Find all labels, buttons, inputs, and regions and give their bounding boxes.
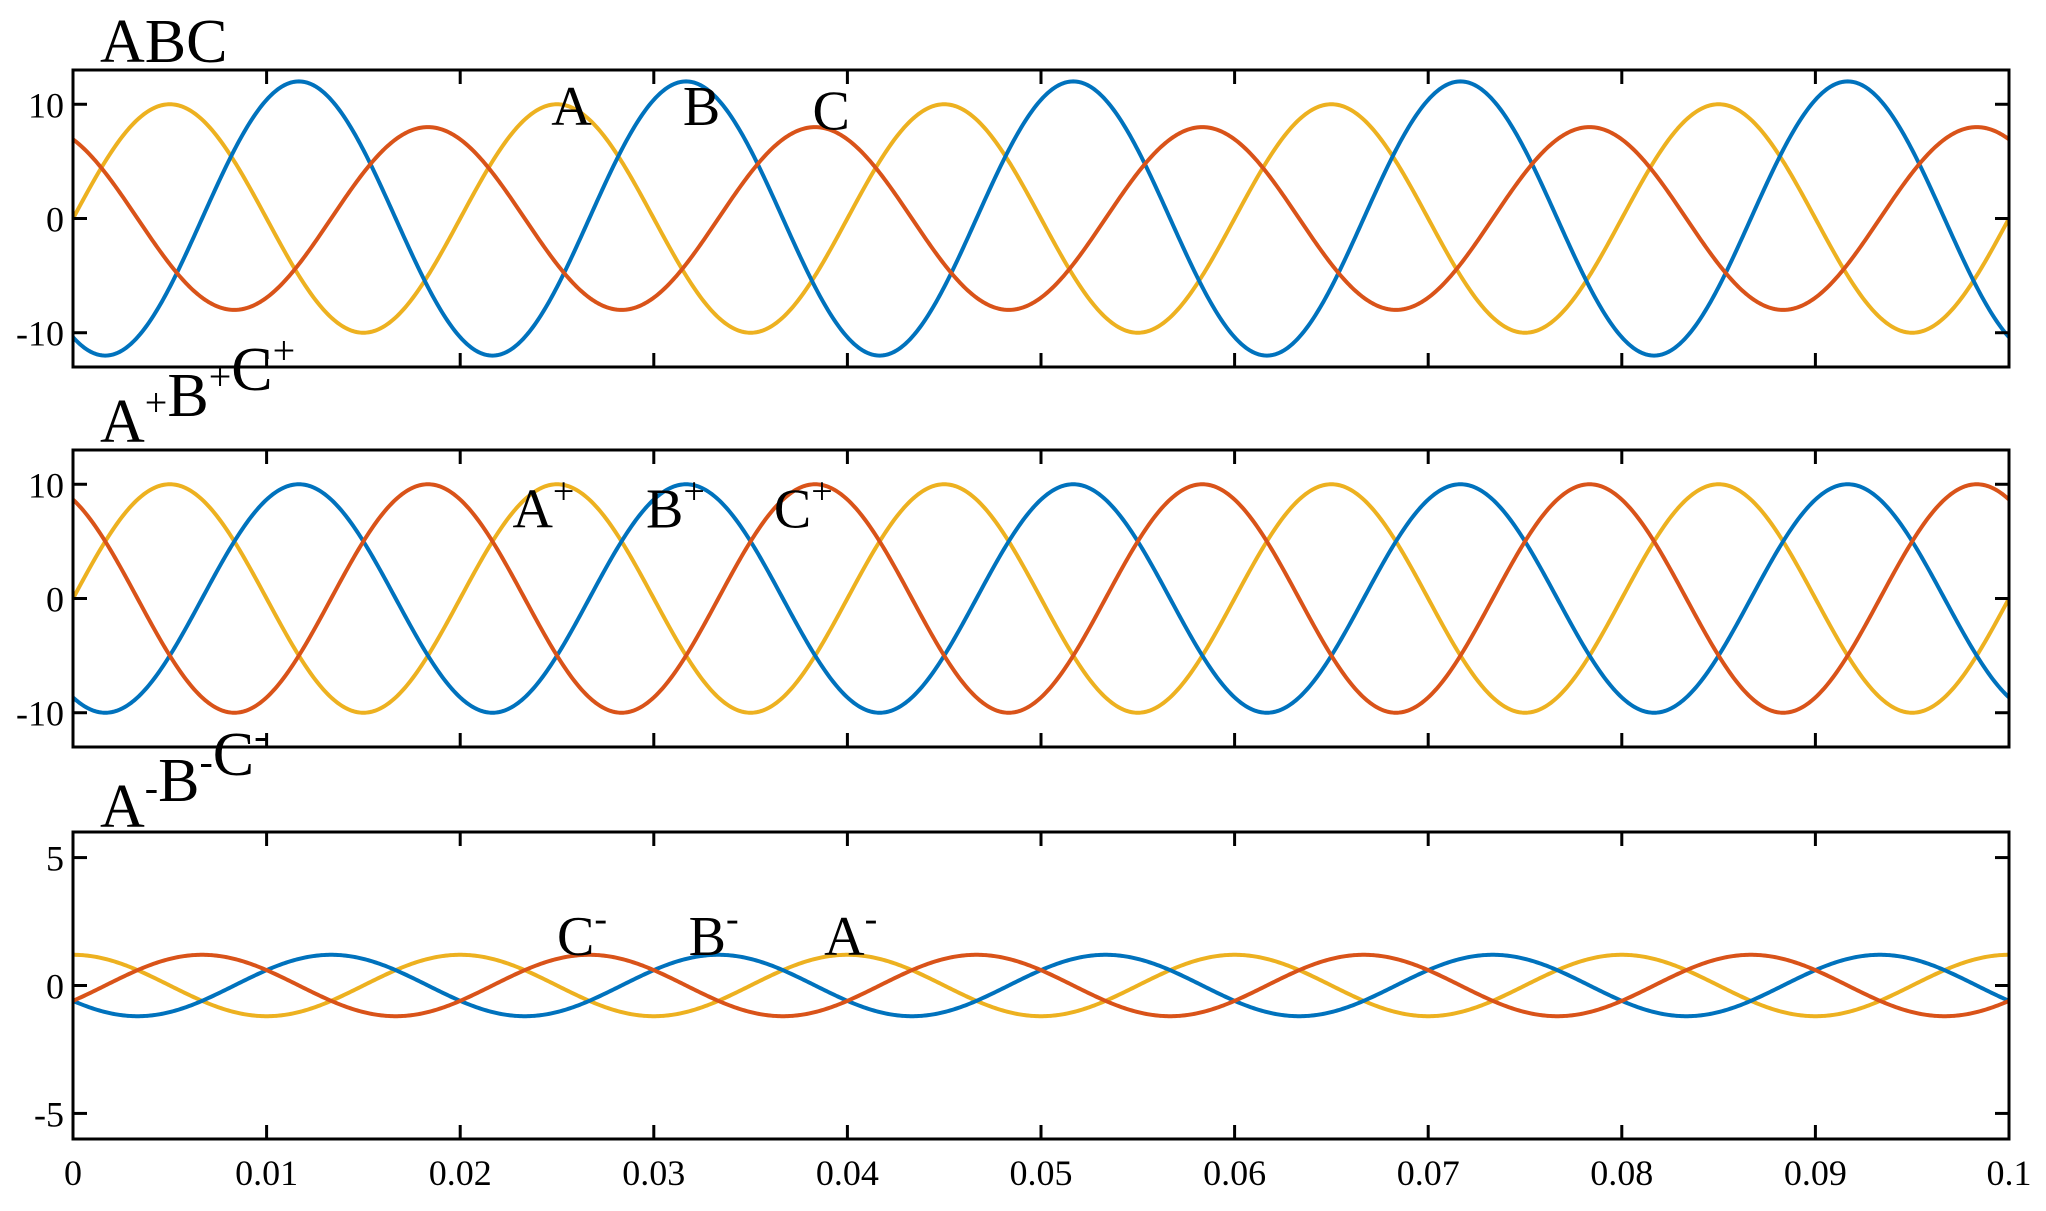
- panel-title: A-B-C-: [100, 713, 267, 841]
- curve-label-a-pos: A+: [512, 471, 574, 541]
- curve-label-b-neg: B-: [689, 898, 739, 968]
- x-tick-label: 0.09: [1784, 1153, 1847, 1193]
- y-tick-label: 10: [28, 465, 64, 505]
- curve-label-a: A: [551, 76, 592, 138]
- curve-label-c-neg: C-: [557, 898, 607, 968]
- y-tick-label: -5: [34, 1094, 64, 1134]
- x-tick-label: 0.04: [816, 1153, 879, 1193]
- x-tick-label: 0.03: [622, 1153, 685, 1193]
- y-tick-label: 0: [46, 967, 64, 1007]
- curve-label-a-neg: A-: [824, 898, 877, 968]
- curve-label-c-pos: C+: [774, 471, 833, 541]
- panel-title: A+B+C+: [100, 328, 295, 456]
- series-b-line-1: [73, 482, 2009, 715]
- x-tick-label: 0.1: [1987, 1153, 2032, 1193]
- y-tick-label: -10: [16, 694, 64, 734]
- panel-2-curves: [73, 952, 2009, 1019]
- series-a-line-2: [73, 952, 2009, 1019]
- panel-title: ABC: [100, 8, 228, 76]
- curve-label-b-pos: B+: [646, 471, 705, 541]
- x-tick-label: 0.02: [429, 1153, 492, 1193]
- x-tick-label: 0.07: [1397, 1153, 1460, 1193]
- series-c-line-1: [73, 482, 2009, 715]
- y-tick-label: 10: [28, 85, 64, 125]
- x-tick-label: 0.06: [1203, 1153, 1266, 1193]
- series-c-line-2: [73, 952, 2009, 1019]
- panel-0-curves: [73, 79, 2009, 358]
- x-tick-label: 0: [64, 1153, 82, 1193]
- y-tick-label: 0: [46, 200, 64, 240]
- curve-label-b: B: [683, 76, 720, 138]
- x-tick-label: 0.01: [235, 1153, 298, 1193]
- series-c-line-0: [73, 125, 2009, 312]
- y-tick-label: -10: [16, 314, 64, 354]
- series-b-line-0: [73, 79, 2009, 358]
- panel-2: 0 0.01 0.02 0.03 0.04 0.05 0.06 0.07 0.08 0.09 0.1…: [34, 713, 2032, 1193]
- x-tick-label: 0.08: [1590, 1153, 1653, 1193]
- curve-label-c: C: [813, 80, 850, 142]
- panel-1-curves: [73, 482, 2009, 715]
- y-tick-label: 0: [46, 580, 64, 620]
- series-a-line-0: [73, 102, 2009, 335]
- x-tick-label: 0.05: [1010, 1153, 1073, 1193]
- series-a-line-1: [73, 482, 2009, 715]
- y-tick-label: 5: [46, 839, 64, 879]
